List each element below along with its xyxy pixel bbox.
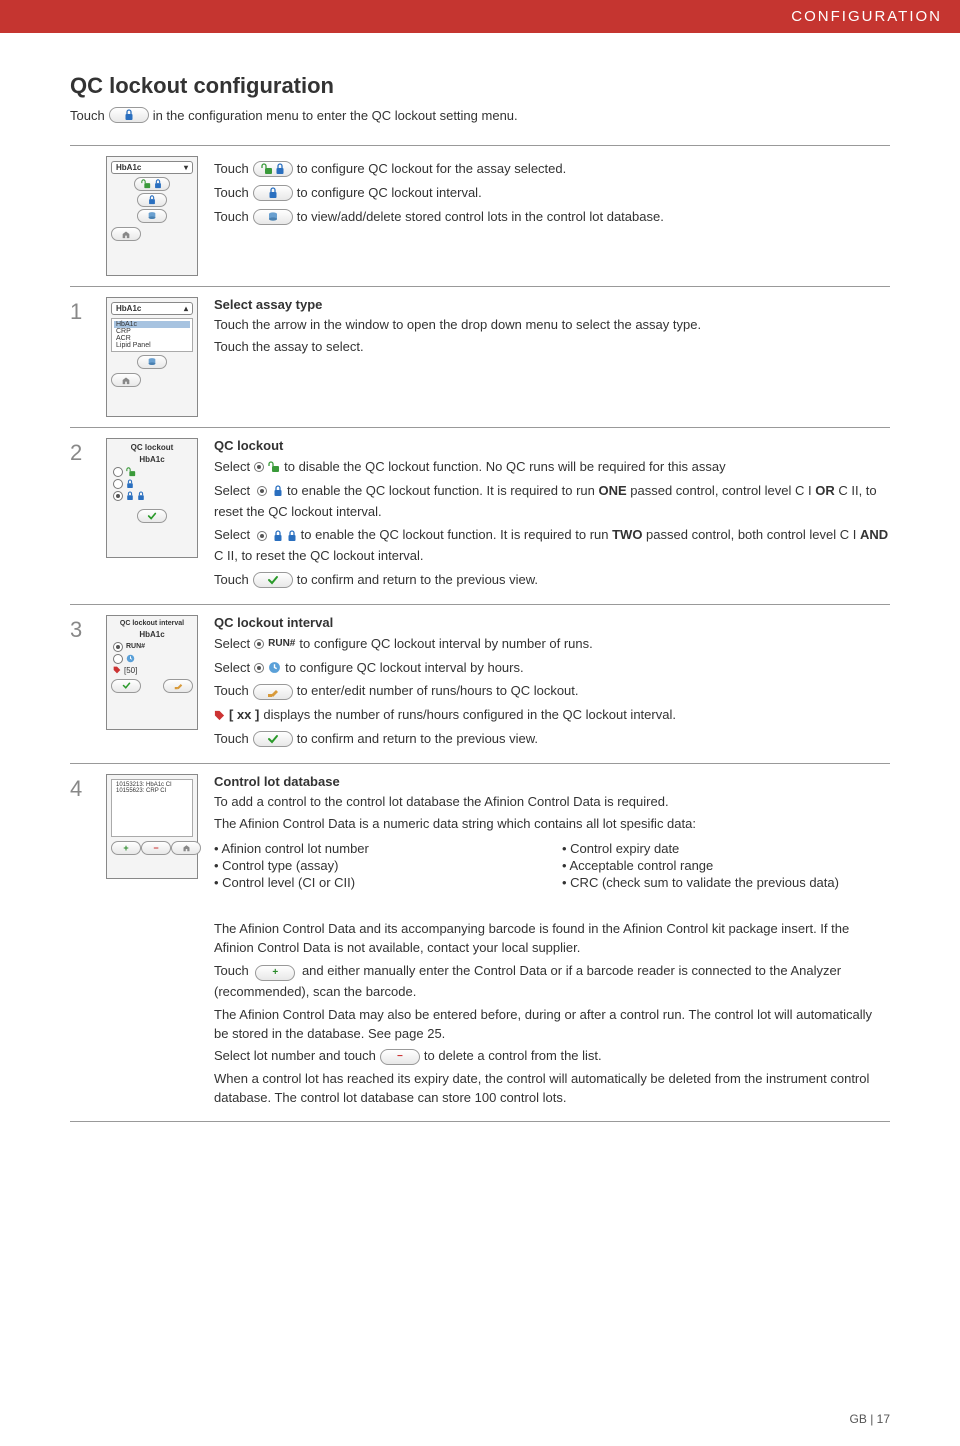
count-box: [50] — [113, 666, 193, 675]
lock-open-green-button[interactable] — [134, 177, 170, 191]
assay-option[interactable]: Lipid Panel — [114, 342, 190, 349]
step-1-text: Touch the arrow in the window to open th… — [214, 316, 890, 335]
step-3: 3 QC lockout interval HbA1c RUN# [50] QC… — [70, 604, 890, 763]
radio-icon — [257, 531, 267, 541]
home-button[interactable] — [111, 227, 141, 241]
assay-dropdown-open[interactable]: HbA1c ▴ — [111, 302, 193, 315]
intro-pre: Touch — [70, 108, 105, 123]
control-db-button[interactable] — [253, 209, 293, 225]
step-4-title: Control lot database — [214, 774, 890, 789]
assay-option[interactable]: CRP — [114, 328, 190, 335]
opt-hours[interactable] — [113, 654, 193, 664]
db-button[interactable] — [137, 355, 167, 369]
lock-open-icon — [268, 461, 280, 473]
header-section-label: CONFIGURATION — [0, 0, 960, 33]
confirm-button[interactable] — [137, 509, 167, 523]
count-placeholder: [ xx ] — [229, 705, 259, 726]
home-button[interactable] — [111, 373, 141, 387]
config-assay-lockout-button[interactable] — [253, 161, 293, 177]
lock-blue-button[interactable] — [137, 193, 167, 207]
radio-icon — [254, 462, 264, 472]
opt-one[interactable] — [113, 479, 193, 489]
assay-list: HbA1c CRP ACR Lipid Panel — [111, 318, 193, 352]
qc-lockout-menu-button[interactable] — [109, 107, 149, 123]
home-button[interactable] — [171, 841, 201, 855]
radio-icon — [257, 486, 267, 496]
overview-thumb: HbA1c ▾ — [106, 156, 198, 276]
chevron-down-icon: ▾ — [184, 163, 188, 172]
delete-button[interactable]: − — [141, 841, 171, 855]
assay-option[interactable]: HbA1c — [114, 321, 190, 328]
radio-icon — [254, 639, 264, 649]
add-button[interactable]: + — [255, 965, 295, 981]
intro-line: Touch in the configuration menu to enter… — [70, 107, 890, 123]
lock-icon — [273, 485, 283, 497]
step-4-num: 4 — [70, 774, 98, 1111]
thumb-subtitle: HbA1c — [111, 630, 193, 639]
db-button[interactable] — [137, 209, 167, 223]
runs-label: RUN# — [268, 636, 295, 652]
lot-row[interactable]: 10155623: CRP CI — [114, 788, 190, 794]
confirm-button[interactable] — [253, 731, 293, 747]
page-footer: GB | 17 — [0, 1162, 960, 1446]
config-interval-button[interactable] — [253, 185, 293, 201]
edit-button[interactable] — [253, 684, 293, 700]
confirm-button[interactable] — [111, 679, 141, 693]
lock-icon — [287, 530, 297, 542]
step-1-thumb: HbA1c ▴ HbA1c CRP ACR Lipid Panel — [106, 297, 198, 417]
step-1-title: Select assay type — [214, 297, 890, 312]
chevron-up-icon: ▴ — [184, 304, 188, 313]
lot-list: 10153213: HbA1c CI 10155623: CRP CI — [111, 779, 193, 837]
overview-section: HbA1c ▾ Touch to configure QC lockout fo… — [70, 145, 890, 286]
opt-disable[interactable] — [113, 467, 193, 477]
add-button[interactable]: + — [111, 841, 141, 855]
assay-option[interactable]: ACR — [114, 335, 190, 342]
opt-runs[interactable]: RUN# — [113, 642, 193, 652]
assay-dropdown[interactable]: HbA1c ▾ — [111, 161, 193, 174]
thumb-title: QC lockout interval — [111, 620, 193, 627]
bullet-grid: Afinion control lot number Control expir… — [214, 841, 890, 890]
page-title: QC lockout configuration — [70, 73, 890, 99]
step-2-title: QC lockout — [214, 438, 890, 453]
radio-icon — [254, 663, 264, 673]
step-2-num: 2 — [70, 438, 98, 594]
step-3-thumb: QC lockout interval HbA1c RUN# [50] — [106, 615, 198, 730]
step-1-text: Touch the assay to select. — [214, 338, 890, 357]
step-1: 1 HbA1c ▴ HbA1c CRP ACR Lipid Panel Sele… — [70, 286, 890, 427]
step-4: 4 10153213: HbA1c CI 10155623: CRP CI + … — [70, 763, 890, 1122]
overview-body: Touch to configure QC lockout for the as… — [214, 156, 890, 276]
intro-post: in the configuration menu to enter the Q… — [153, 108, 518, 123]
thumb-title: QC lockout — [111, 443, 193, 452]
edit-button[interactable] — [163, 679, 193, 693]
step-3-title: QC lockout interval — [214, 615, 890, 630]
step-4-thumb: 10153213: HbA1c CI 10155623: CRP CI + − — [106, 774, 198, 879]
delete-button[interactable]: − — [380, 1049, 420, 1065]
step-1-num: 1 — [70, 297, 98, 417]
step-2-thumb: QC lockout HbA1c — [106, 438, 198, 558]
lock-icon — [273, 530, 283, 542]
step-3-num: 3 — [70, 615, 98, 753]
clock-icon — [268, 661, 281, 674]
tag-icon — [214, 710, 225, 721]
step-2: 2 QC lockout HbA1c QC lockout Select to … — [70, 427, 890, 604]
assay-dropdown-label: HbA1c — [116, 163, 141, 172]
opt-two[interactable] — [113, 491, 193, 501]
thumb-subtitle: HbA1c — [111, 455, 193, 464]
confirm-button[interactable] — [253, 572, 293, 588]
